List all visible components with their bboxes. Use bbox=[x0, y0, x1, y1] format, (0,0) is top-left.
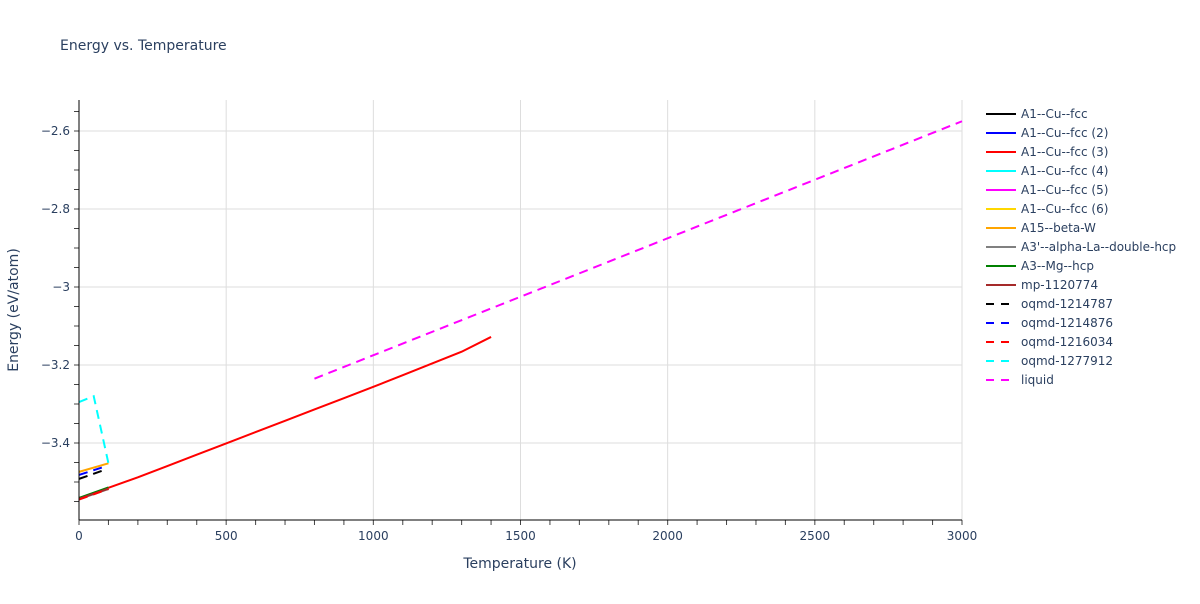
x-tick-label: 2500 bbox=[800, 529, 831, 543]
legend-item[interactable]: A15--beta-W bbox=[986, 221, 1096, 235]
series-line[interactable] bbox=[78, 336, 492, 500]
plot-area[interactable] bbox=[78, 120, 963, 501]
chart-title: Energy vs. Temperature bbox=[60, 38, 227, 54]
legend-item[interactable]: A1--Cu--fcc (3) bbox=[986, 145, 1108, 159]
y-axis-ticks: −2.6 −2.8 −3 −3.2 −3.4 bbox=[41, 111, 79, 502]
legend-label: A1--Cu--fcc (2) bbox=[1021, 126, 1108, 140]
y-axis-label: Energy (eV/atom) bbox=[6, 248, 22, 372]
series-line[interactable] bbox=[78, 468, 106, 480]
legend-item[interactable]: A1--Cu--fcc (4) bbox=[986, 164, 1108, 178]
series-line[interactable] bbox=[78, 465, 106, 476]
legend-label: A1--Cu--fcc (5) bbox=[1021, 183, 1108, 197]
legend-item[interactable]: A1--Cu--fcc (5) bbox=[986, 183, 1108, 197]
x-tick-label: 3000 bbox=[947, 529, 978, 543]
series-line[interactable] bbox=[78, 394, 110, 464]
legend-label: A1--Cu--fcc (6) bbox=[1021, 202, 1108, 216]
y-tick-label: −3.2 bbox=[41, 358, 70, 372]
legend-item[interactable]: oqmd-1216034 bbox=[986, 335, 1113, 349]
x-tick-label: 500 bbox=[215, 529, 238, 543]
series-line[interactable] bbox=[78, 488, 109, 501]
legend-item[interactable]: A1--Cu--fcc (2) bbox=[986, 126, 1108, 140]
legend[interactable]: A1--Cu--fcc A1--Cu--fcc (2) A1--Cu--fcc (3… bbox=[986, 107, 1176, 387]
legend-label: A1--Cu--fcc (4) bbox=[1021, 164, 1108, 178]
legend-label: A1--Cu--fcc (3) bbox=[1021, 145, 1108, 159]
x-axis-label: Temperature (K) bbox=[462, 556, 576, 572]
legend-item[interactable]: A3--Mg--hcp bbox=[986, 259, 1094, 273]
y-tick-label: −2.6 bbox=[41, 124, 70, 138]
y-tick-label: −3.4 bbox=[41, 436, 70, 450]
y-tick-label: −2.8 bbox=[41, 202, 70, 216]
legend-label: oqmd-1216034 bbox=[1021, 335, 1113, 349]
legend-item[interactable]: oqmd-1214787 bbox=[986, 297, 1113, 311]
series-line[interactable] bbox=[78, 462, 109, 473]
legend-label: A3--Mg--hcp bbox=[1021, 259, 1094, 273]
legend-item[interactable]: mp-1120774 bbox=[986, 278, 1098, 292]
x-tick-label: 1500 bbox=[505, 529, 536, 543]
legend-label: A15--beta-W bbox=[1021, 221, 1096, 235]
x-tick-label: 1000 bbox=[358, 529, 389, 543]
legend-label: A3'--alpha-La--double-hcp bbox=[1021, 240, 1176, 254]
series-line[interactable] bbox=[314, 120, 963, 380]
legend-item[interactable]: A3'--alpha-La--double-hcp bbox=[986, 240, 1176, 254]
legend-label: oqmd-1277912 bbox=[1021, 354, 1113, 368]
x-tick-label: 0 bbox=[75, 529, 83, 543]
legend-item[interactable]: A1--Cu--fcc bbox=[986, 107, 1088, 121]
legend-item[interactable]: A1--Cu--fcc (6) bbox=[986, 202, 1108, 216]
legend-item[interactable]: oqmd-1277912 bbox=[986, 354, 1113, 368]
x-axis-ticks: 0 500 1000 1500 2000 2500 3000 bbox=[75, 520, 977, 543]
legend-label: mp-1120774 bbox=[1021, 278, 1098, 292]
x-tick-label: 2000 bbox=[652, 529, 683, 543]
legend-item[interactable]: liquid bbox=[986, 373, 1054, 387]
legend-label: liquid bbox=[1021, 373, 1054, 387]
legend-item[interactable]: oqmd-1214876 bbox=[986, 316, 1113, 330]
legend-label: oqmd-1214876 bbox=[1021, 316, 1113, 330]
legend-label: A1--Cu--fcc bbox=[1021, 107, 1088, 121]
legend-label: oqmd-1214787 bbox=[1021, 297, 1113, 311]
y-tick-label: −3 bbox=[52, 280, 70, 294]
gridlines bbox=[79, 100, 963, 520]
